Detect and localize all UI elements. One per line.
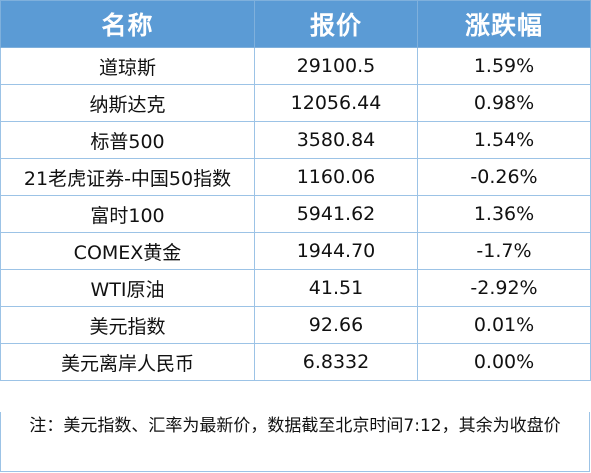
market-quotes-table: 名称 报价 涨跌幅 道琼斯 29100.5 1.59% 纳斯达克 12056.4…	[0, 0, 591, 381]
index-name-cell: 21老虎证券-中国50指数	[0, 158, 255, 196]
price-cell: 92.66	[254, 306, 418, 344]
price-cell: 1944.70	[254, 232, 418, 270]
change-cell: 1.54%	[417, 121, 591, 159]
change-cell: 0.98%	[417, 84, 591, 122]
index-name-cell: COMEX黄金	[0, 232, 255, 270]
header-price: 报价	[254, 0, 418, 48]
change-cell: -2.92%	[417, 269, 591, 307]
change-cell: -1.7%	[417, 232, 591, 270]
change-cell: 1.36%	[417, 195, 591, 233]
table-row: WTI原油 41.51 -2.92%	[0, 269, 591, 307]
price-cell: 29100.5	[254, 47, 418, 85]
table-row: 美元离岸人民币 6.8332 0.00%	[0, 343, 591, 381]
index-name-cell: 标普500	[0, 121, 255, 159]
index-name-cell: 纳斯达克	[0, 84, 255, 122]
index-name-cell: 美元指数	[0, 306, 255, 344]
change-cell: 1.59%	[417, 47, 591, 85]
change-cell: 0.01%	[417, 306, 591, 344]
price-cell: 5941.62	[254, 195, 418, 233]
table-row: 21老虎证券-中国50指数 1160.06 -0.26%	[0, 158, 591, 196]
change-cell: -0.26%	[417, 158, 591, 196]
index-name-cell: 美元离岸人民币	[0, 343, 255, 381]
price-cell: 12056.44	[254, 84, 418, 122]
table-row: 标普500 3580.84 1.54%	[0, 121, 591, 159]
table-footnote: 注：美元指数、汇率为最新价，数据截至北京时间7:12，其余为收盘价	[0, 412, 590, 472]
price-cell: 41.51	[254, 269, 418, 307]
index-name-cell: 富时100	[0, 195, 255, 233]
price-cell: 6.8332	[254, 343, 418, 381]
table-row: COMEX黄金 1944.70 -1.7%	[0, 232, 591, 270]
price-cell: 3580.84	[254, 121, 418, 159]
table-row: 美元指数 92.66 0.01%	[0, 306, 591, 344]
index-name-cell: WTI原油	[0, 269, 255, 307]
header-name: 名称	[0, 0, 255, 48]
table-row: 纳斯达克 12056.44 0.98%	[0, 84, 591, 122]
table-row: 道琼斯 29100.5 1.59%	[0, 47, 591, 85]
price-cell: 1160.06	[254, 158, 418, 196]
table-row: 富时100 5941.62 1.36%	[0, 195, 591, 233]
table-header-row: 名称 报价 涨跌幅	[0, 0, 591, 48]
header-change: 涨跌幅	[417, 0, 591, 48]
change-cell: 0.00%	[417, 343, 591, 381]
index-name-cell: 道琼斯	[0, 47, 255, 85]
